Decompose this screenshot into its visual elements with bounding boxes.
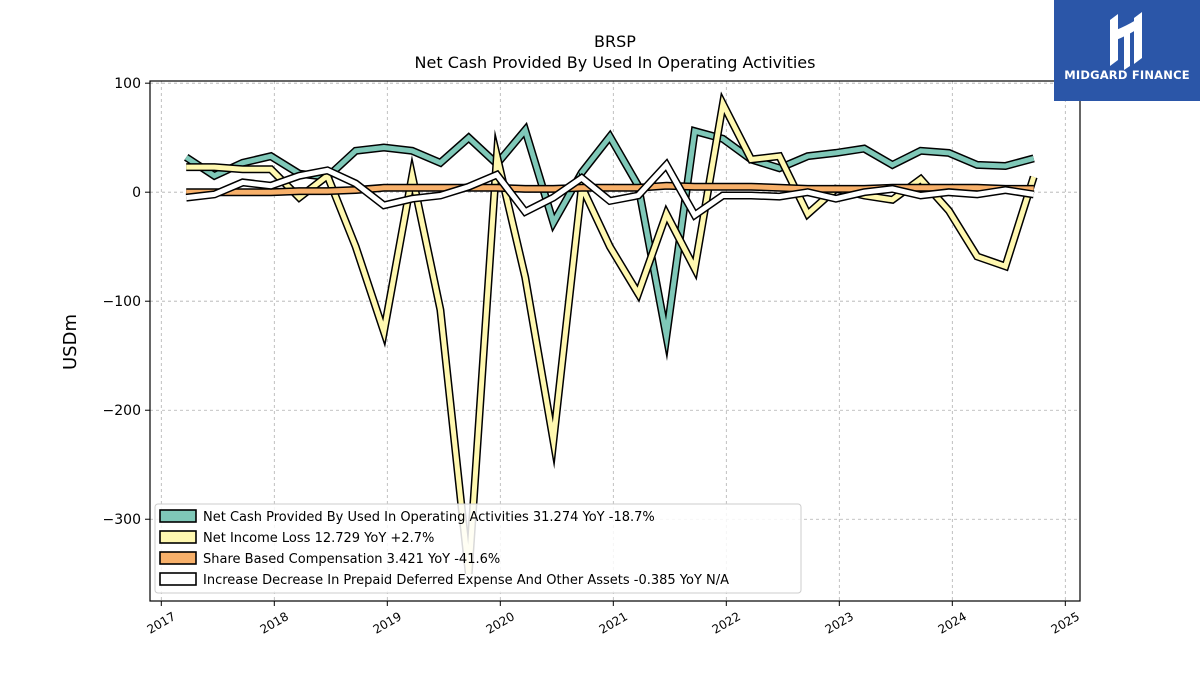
legend-label: Net Cash Provided By Used In Operating A… <box>203 510 655 525</box>
x-tick-label: 2017 <box>145 609 178 636</box>
y-axis-label: USDm <box>60 314 81 370</box>
chart-ticker: BRSP <box>594 32 636 51</box>
y-tick-label: −200 <box>103 403 141 419</box>
brand-logo: MIDGARD FINANCE <box>1054 0 1200 101</box>
legend-swatch <box>159 530 197 544</box>
legend-box <box>154 503 802 594</box>
series-operating-cash-flow-outline <box>184 121 1035 362</box>
legend-swatch <box>159 509 197 523</box>
legend-label: Increase Decrease In Prepaid Deferred Ex… <box>203 573 729 588</box>
x-tick-label: 2021 <box>597 609 630 636</box>
x-tick-label: 2020 <box>484 609 517 636</box>
series-prepaid-assets-line <box>185 160 1035 219</box>
legend-swatch <box>159 572 197 586</box>
series-net-income-line <box>186 96 1037 574</box>
y-tick-label: −100 <box>103 294 141 310</box>
x-tick-label: 2018 <box>258 609 291 636</box>
y-tick-label: −300 <box>103 512 141 528</box>
series-layer <box>184 91 1038 575</box>
y-tick-label: 100 <box>114 76 141 92</box>
x-tick-label: 2025 <box>1049 609 1082 636</box>
x-tick-label: 2019 <box>371 609 404 636</box>
x-tick-label: 2024 <box>936 609 969 636</box>
brand-name: MIDGARD FINANCE <box>1064 68 1190 82</box>
legend-label: Share Based Compensation 3.421 YoY -41.6… <box>203 552 500 567</box>
midgard-m-logo-icon <box>1110 12 1142 70</box>
y-tick-label: 0 <box>132 185 141 201</box>
legend-label: Net Income Loss 12.729 YoY +2.7% <box>203 531 434 546</box>
legend-swatch <box>159 551 197 565</box>
plot-frame <box>149 80 1081 602</box>
x-tick-label: 2023 <box>823 609 856 636</box>
chart-title: Net Cash Provided By Used In Operating A… <box>415 53 816 72</box>
x-tick-label: 2022 <box>710 609 743 636</box>
legend: Net Cash Provided By Used In Operating A… <box>154 503 802 594</box>
